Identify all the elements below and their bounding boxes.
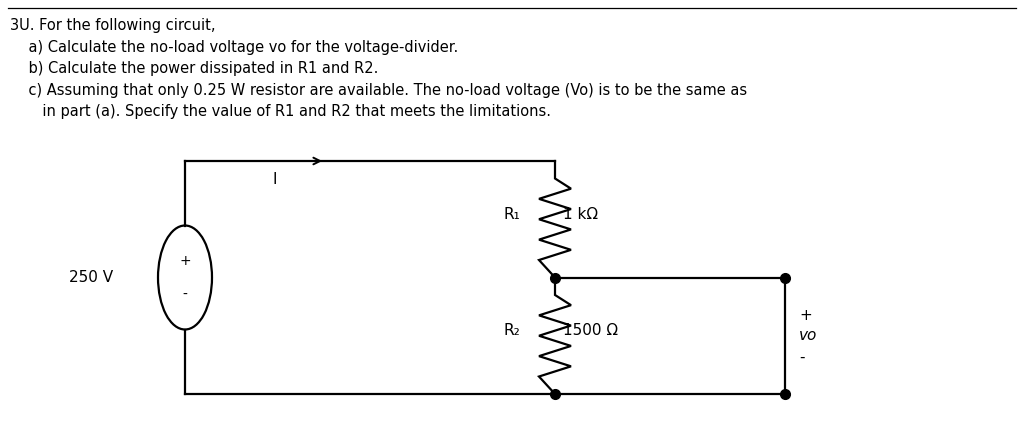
Text: vo: vo (799, 328, 817, 343)
Text: c) Assuming that only 0.25 W resistor are available. The no-load voltage (Vo) is: c) Assuming that only 0.25 W resistor ar… (10, 82, 748, 98)
Text: in part (a). Specify the value of R1 and R2 that meets the limitations.: in part (a). Specify the value of R1 and… (10, 104, 551, 119)
Text: -: - (182, 287, 187, 302)
Text: 1 kΩ: 1 kΩ (563, 207, 598, 222)
Text: +: + (179, 253, 190, 268)
Text: R₂: R₂ (503, 323, 520, 338)
Text: -: - (799, 350, 805, 365)
Text: R₁: R₁ (503, 207, 520, 222)
Text: b) Calculate the power dissipated in R1 and R2.: b) Calculate the power dissipated in R1 … (10, 61, 379, 76)
Text: a) Calculate the no-load voltage vo for the voltage-divider.: a) Calculate the no-load voltage vo for … (10, 40, 459, 54)
Text: +: + (799, 308, 812, 323)
Text: I: I (272, 172, 278, 187)
Text: 1500 Ω: 1500 Ω (563, 323, 618, 338)
Text: 250 V: 250 V (69, 270, 113, 285)
Text: 3U. For the following circuit,: 3U. For the following circuit, (10, 18, 215, 33)
